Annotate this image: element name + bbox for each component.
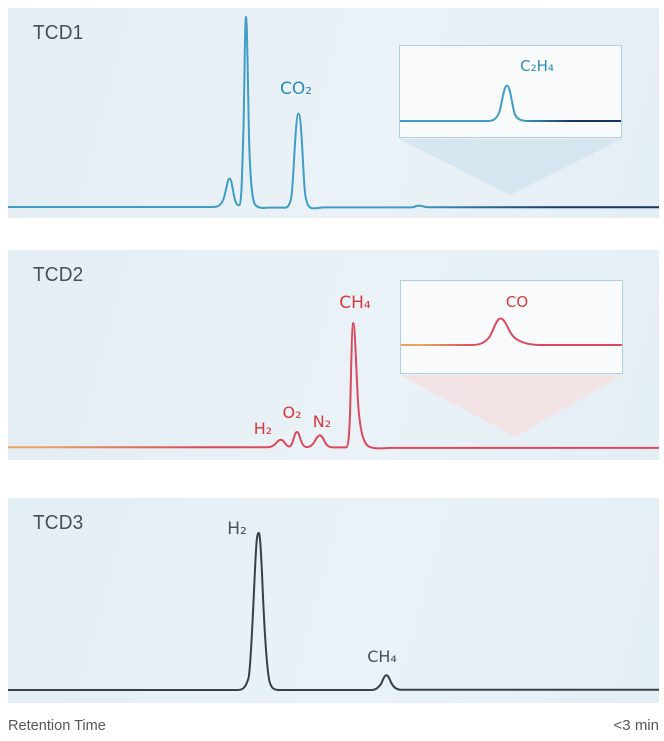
x-axis-footer: Retention Time <3 min [8, 713, 659, 737]
zoom-inset-c2h4: C₂H₄ [399, 45, 622, 138]
chromatogram-panel-tcd2: TCD2 H₂ O₂ N₂ CH₄ CO [8, 250, 659, 460]
c2h4-inset-trace-line [400, 84, 621, 122]
peak-label-o2: O₂ [282, 403, 302, 422]
co-inset-trace-line [401, 317, 622, 346]
chromatogram-panel-tcd1: TCD1 CO₂ C₂H₄ [8, 8, 659, 218]
c2h4-inset-plot [400, 84, 621, 122]
zoom-callout-triangle-co [400, 375, 623, 437]
chromatogram-panel-tcd3: TCD3 H₂ CH₄ [8, 498, 659, 703]
panel-title-tcd1: TCD1 [33, 22, 84, 44]
tcd3-trace-plot [8, 532, 659, 691]
peak-label-h2: H₂ [227, 519, 247, 539]
tcd2-trace-line [8, 322, 659, 450]
peak-label-n2: N₂ [312, 412, 332, 431]
peak-label-ch4: CH₄ [367, 647, 397, 666]
tcd1-trace-plot [8, 16, 659, 210]
panel-title-tcd2: TCD2 [33, 264, 84, 286]
zoom-callout-triangle-c2h4 [399, 139, 622, 195]
inset-label-c2h4: C₂H₄ [520, 57, 554, 75]
peak-label-co2: CO₂ [279, 79, 313, 99]
x-axis-label: Retention Time [8, 717, 106, 734]
tcd3-trace-line [8, 532, 659, 691]
tcd1-trace-line [8, 16, 659, 210]
zoom-inset-co: CO [400, 280, 623, 374]
peak-label-ch4: CH₄ [339, 293, 371, 313]
co-inset-plot [401, 317, 622, 346]
tcd2-trace-plot [8, 322, 659, 450]
peak-label-h2: H₂ [253, 419, 273, 438]
panel-title-tcd3: TCD3 [33, 512, 84, 534]
inset-label-co: CO [505, 293, 529, 311]
retention-limit-label: <3 min [613, 717, 659, 734]
